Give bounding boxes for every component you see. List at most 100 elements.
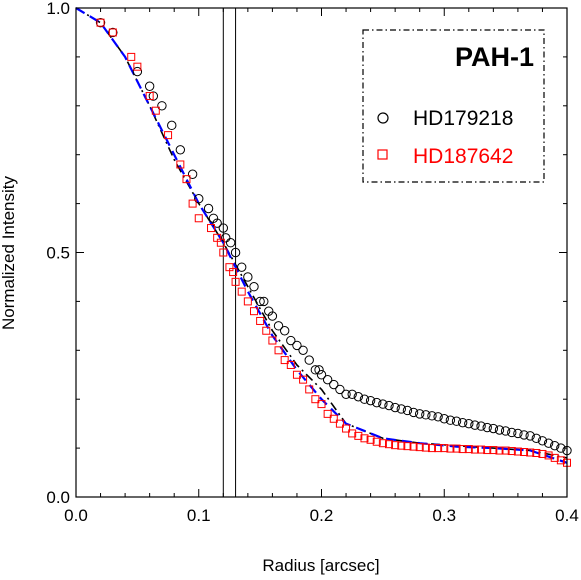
point-hd187642 — [470, 445, 479, 454]
point-hd179218 — [298, 345, 308, 355]
point-hd179218 — [488, 423, 499, 434]
ticks-layer: 0.0 0.1 0.2 0.3 0.4 0.0 0.5 1.0 — [46, 0, 578, 525]
point-hd187642 — [544, 451, 553, 460]
point-hd187642 — [237, 287, 246, 296]
point-hd179218 — [341, 389, 351, 400]
point-hd187642 — [403, 442, 412, 451]
point-hd187642 — [188, 199, 197, 208]
point-hd179218 — [322, 374, 333, 385]
point-hd187642 — [378, 439, 387, 448]
point-hd179218 — [108, 27, 118, 38]
point-hd179218 — [292, 340, 302, 351]
y-tick-label: 0.5 — [46, 244, 70, 263]
point-hd187642 — [262, 326, 271, 335]
point-hd179218 — [221, 233, 231, 243]
point-hd187642 — [329, 414, 338, 423]
point-hd187642 — [207, 224, 216, 233]
point-hd179218 — [175, 145, 186, 155]
point-hd179218 — [314, 365, 324, 375]
point-hd187642 — [452, 444, 461, 453]
point-hd179218 — [212, 218, 222, 228]
point-hd179218 — [144, 81, 155, 91]
y-tick-label: 0.0 — [46, 488, 70, 507]
point-hd179218 — [408, 407, 419, 418]
point-hd187642 — [495, 446, 504, 455]
point-hd187642 — [96, 18, 105, 27]
point-hd187642 — [556, 456, 565, 465]
point-hd187642 — [538, 449, 547, 458]
point-hd179218 — [537, 436, 548, 446]
point-hd179218 — [148, 91, 159, 101]
point-hd187642 — [477, 445, 486, 454]
point-hd179218 — [378, 399, 388, 409]
point-hd179218 — [359, 394, 370, 404]
point-hd187642 — [151, 106, 160, 115]
point-hd187642 — [229, 268, 238, 277]
point-hd187642 — [409, 442, 418, 451]
point-hd179218 — [259, 296, 269, 307]
point-hd187642 — [526, 448, 535, 457]
point-hd179218 — [304, 355, 314, 365]
point-hd187642 — [194, 214, 203, 223]
point-hd179218 — [525, 431, 535, 441]
point-hd179218 — [470, 420, 480, 430]
point-hd179218 — [390, 402, 400, 413]
point-hd187642 — [317, 400, 326, 409]
point-hd179218 — [396, 404, 406, 414]
point-hd187642 — [360, 434, 369, 443]
point-hd187642 — [397, 441, 406, 450]
point-hd179218 — [316, 370, 327, 380]
point-hd179218 — [286, 335, 296, 346]
point-hd179218 — [415, 409, 425, 419]
point-hd187642 — [427, 444, 436, 453]
point-hd179218 — [310, 365, 321, 375]
point-hd187642 — [274, 346, 283, 355]
plot-frame — [75, 7, 568, 498]
point-hd179218 — [543, 438, 554, 448]
point-hd187642 — [446, 444, 455, 453]
point-hd179218 — [402, 405, 413, 416]
point-hd187642 — [415, 443, 424, 452]
point-hd179218 — [267, 311, 278, 321]
point-hd187642 — [532, 448, 541, 457]
point-hd187642 — [280, 356, 289, 365]
point-hd179218 — [445, 415, 456, 425]
point-hd187642 — [335, 419, 344, 428]
x-axis-label: Radius [arcsec] — [262, 556, 379, 575]
point-hd179218 — [218, 223, 229, 233]
point-hd179218 — [507, 427, 517, 438]
x-tick-label: 0.0 — [64, 506, 88, 525]
points-layer — [95, 17, 572, 467]
point-hd187642 — [421, 443, 430, 452]
point-hd179218 — [433, 412, 443, 422]
point-hd179218 — [457, 417, 468, 428]
point-hd187642 — [391, 441, 400, 450]
point-hd179218 — [157, 101, 167, 111]
point-hd179218 — [329, 379, 339, 390]
point-hd187642 — [507, 447, 516, 456]
x-tick-label: 0.4 — [555, 506, 579, 525]
point-hd187642 — [145, 92, 154, 101]
point-hd179218 — [427, 411, 437, 421]
point-hd187642 — [256, 316, 265, 325]
point-hd187642 — [292, 370, 301, 379]
point-hd179218 — [464, 418, 474, 429]
point-hd187642 — [366, 435, 375, 444]
x-tick-label: 0.1 — [187, 506, 211, 525]
point-hd179218 — [556, 443, 566, 453]
point-hd187642 — [108, 28, 117, 37]
point-hd179218 — [225, 238, 236, 248]
point-hd187642 — [268, 336, 277, 345]
point-hd187642 — [164, 131, 173, 140]
point-hd187642 — [231, 277, 240, 286]
point-hd187642 — [182, 175, 191, 184]
point-hd187642 — [305, 385, 314, 394]
point-hd187642 — [501, 446, 510, 455]
point-hd187642 — [176, 160, 185, 169]
point-hd179218 — [476, 421, 486, 431]
legend-entry-hd179218: HD179218 — [413, 107, 513, 130]
point-hd179218 — [230, 247, 241, 258]
point-hd187642 — [513, 447, 522, 456]
point-hd179218 — [550, 440, 560, 451]
point-hd187642 — [127, 52, 136, 61]
